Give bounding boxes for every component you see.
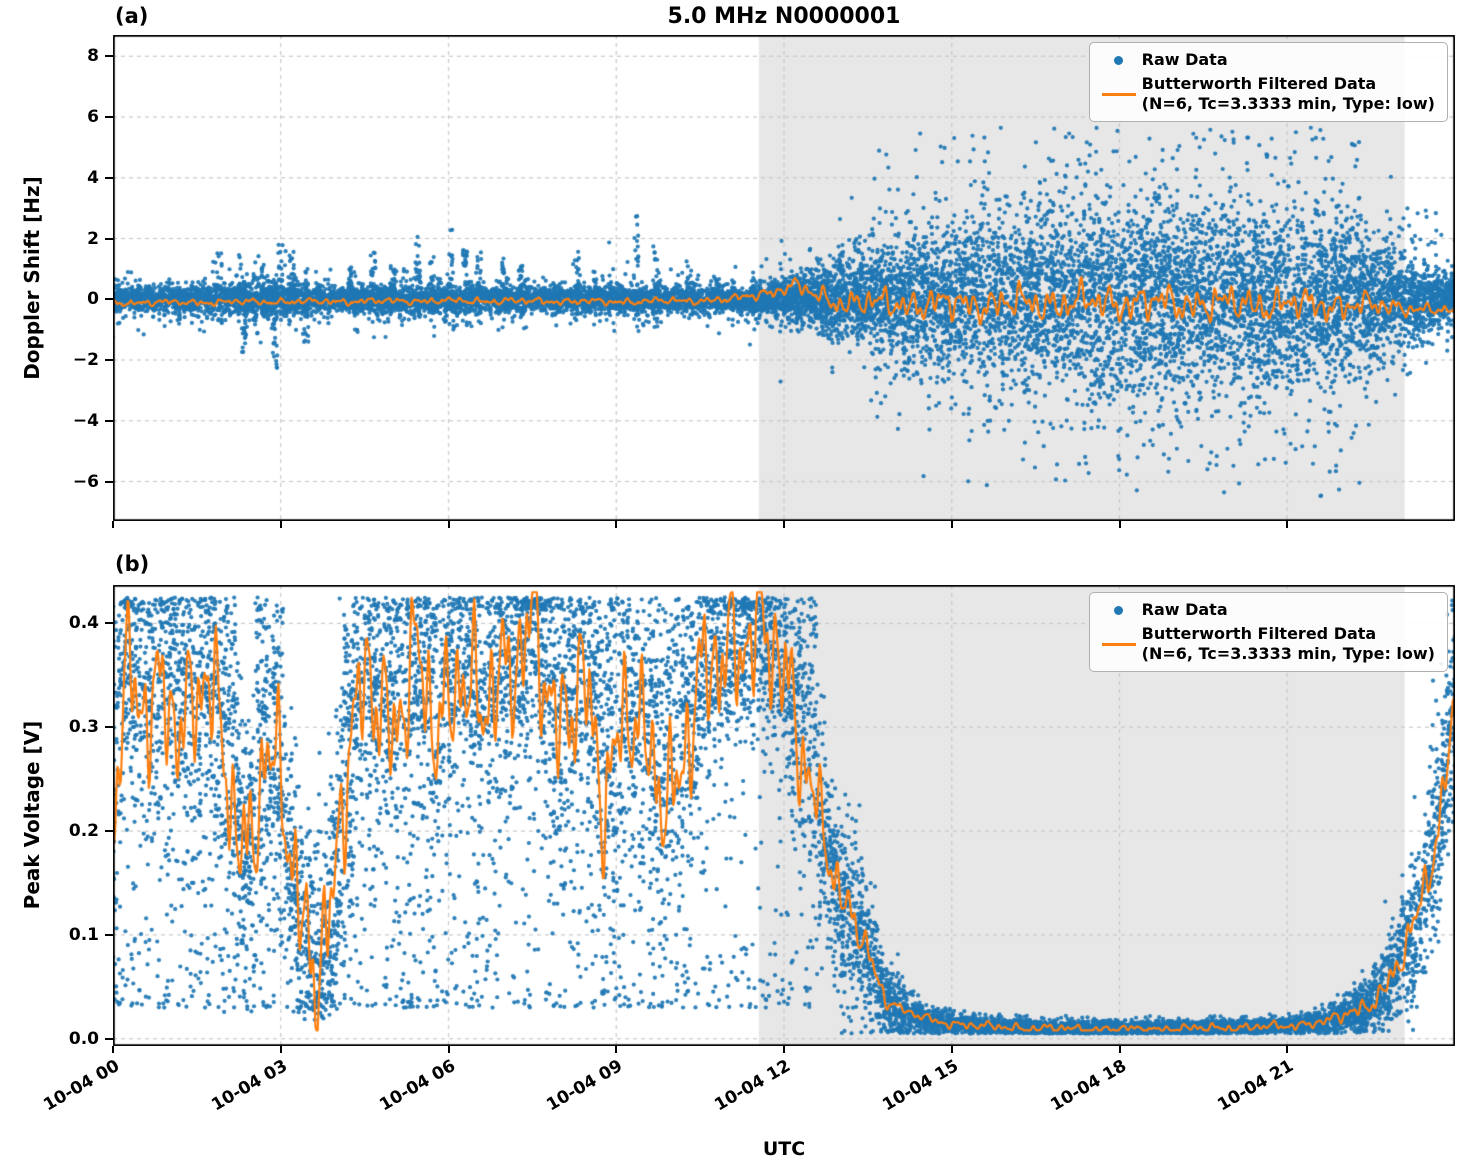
y-tick-label: −4	[72, 410, 99, 431]
x-axis-label: UTC	[762, 1138, 806, 1160]
y-tick-label: 0.0	[68, 1028, 99, 1049]
x-tick-label: 10-04 00	[40, 1056, 123, 1116]
panel-b-ylabel: Peak Voltage [V]	[20, 720, 44, 910]
y-tick-mark	[105, 237, 113, 240]
x-tick-mark	[1118, 1046, 1121, 1053]
y-tick-mark	[105, 176, 113, 179]
x-tick-mark	[1118, 521, 1121, 528]
y-tick-label: 6	[87, 107, 99, 127]
x-tick-label: 10-04 12	[711, 1056, 794, 1116]
y-tick-mark	[105, 830, 113, 833]
x-tick-mark	[950, 521, 953, 528]
filtered-line-marker-icon	[1096, 642, 1142, 646]
legend-raw-label: Raw Data	[1141, 600, 1228, 619]
x-tick-mark	[279, 521, 282, 528]
y-tick-mark	[105, 55, 113, 58]
y-tick-mark	[105, 298, 113, 301]
x-tick-mark	[1286, 1046, 1289, 1053]
panel-a-tag: (a)	[115, 4, 149, 28]
legend-item-filtered-data: Butterworth Filtered Data (N=6, Tc=3.333…	[1096, 74, 1435, 114]
y-tick-mark	[105, 480, 113, 483]
x-tick-label: 10-04 09	[543, 1056, 627, 1116]
legend-item-raw-data: Raw Data	[1096, 600, 1435, 620]
x-tick-mark	[112, 521, 114, 528]
y-tick-label: 0	[87, 289, 99, 310]
x-tick-mark	[112, 1046, 114, 1053]
x-tick-mark	[950, 1046, 953, 1053]
y-tick-label: 0.1	[68, 924, 99, 945]
y-tick-mark	[105, 419, 113, 422]
raw-data-marker-icon	[1096, 605, 1142, 615]
x-tick-mark	[615, 1046, 618, 1053]
y-tick-label: −2	[72, 350, 99, 370]
legend-filtered-label-line2: (N=6, Tc=3.3333 min, Type: low)	[1141, 94, 1435, 113]
y-tick-label: 0.3	[68, 717, 99, 738]
legend-filtered-label-line1: Butterworth Filtered Data	[1141, 624, 1377, 643]
y-tick-mark	[105, 726, 113, 729]
y-tick-label: 0.2	[68, 821, 99, 842]
y-tick-mark	[105, 359, 113, 361]
y-tick-label: 4	[87, 167, 99, 188]
x-tick-mark	[447, 1046, 450, 1053]
x-tick-label: 10-04 06	[375, 1056, 459, 1116]
x-tick-mark	[615, 521, 618, 528]
y-tick-label: 2	[87, 228, 99, 249]
panel-b-tag: (b)	[115, 552, 150, 576]
x-tick-mark	[447, 521, 450, 528]
y-tick-mark	[105, 622, 113, 625]
y-tick-mark	[105, 933, 113, 936]
legend-raw-label: Raw Data	[1141, 50, 1228, 69]
raw-data-marker-icon	[1096, 55, 1142, 65]
y-tick-label: 0.4	[68, 613, 99, 634]
y-tick-mark	[105, 116, 113, 118]
legend-filtered-label: Butterworth Filtered Data (N=6, Tc=3.333…	[1142, 624, 1435, 664]
x-tick-mark	[1286, 521, 1289, 528]
y-tick-label: −6	[72, 471, 99, 492]
x-tick-mark	[783, 521, 785, 528]
x-tick-label: 10-04 03	[208, 1056, 291, 1116]
x-tick-label: 10-04 18	[1046, 1056, 1130, 1116]
y-tick-mark	[105, 1037, 113, 1040]
y-tick-label: 8	[87, 46, 99, 67]
legend-item-raw-data: Raw Data	[1096, 50, 1435, 70]
legend-filtered-label: Butterworth Filtered Data (N=6, Tc=3.333…	[1142, 74, 1435, 114]
legend-filtered-label-line1: Butterworth Filtered Data	[1141, 74, 1377, 93]
panel-a-legend: Raw Data Butterworth Filtered Data (N=6,…	[1088, 42, 1448, 122]
legend-item-filtered-data: Butterworth Filtered Data (N=6, Tc=3.333…	[1096, 624, 1435, 664]
panel-b-axes: Raw Data Butterworth Filtered Data (N=6,…	[113, 585, 1455, 1046]
legend-filtered-label-line2: (N=6, Tc=3.3333 min, Type: low)	[1141, 644, 1435, 663]
x-tick-label: 10-04 21	[1214, 1056, 1298, 1116]
panel-a-axes: Raw Data Butterworth Filtered Data (N=6,…	[113, 35, 1455, 521]
panel-b-legend: Raw Data Butterworth Filtered Data (N=6,…	[1088, 592, 1448, 672]
filtered-line-marker-icon	[1096, 92, 1142, 96]
x-tick-label: 10-04 15	[879, 1056, 962, 1116]
x-tick-mark	[783, 1046, 785, 1053]
figure-title: 5.0 MHz N0000001	[667, 4, 901, 29]
x-tick-mark	[279, 1046, 282, 1053]
